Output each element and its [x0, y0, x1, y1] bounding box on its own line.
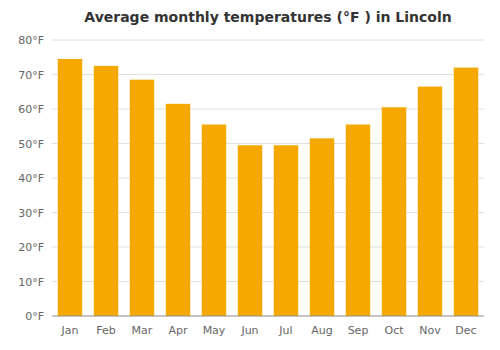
- bar: [454, 68, 478, 316]
- bar: [202, 125, 226, 316]
- bar: [310, 138, 334, 316]
- bar: [58, 59, 82, 316]
- y-tick-label: 50°F: [18, 138, 44, 151]
- x-tick-label: Jan: [61, 324, 79, 337]
- x-tick-label: Sep: [348, 324, 369, 337]
- x-tick-label: Mar: [132, 324, 153, 337]
- x-tick-label: Apr: [168, 324, 188, 337]
- bar: [166, 104, 190, 316]
- x-tick-label: Aug: [311, 324, 332, 337]
- y-tick-label: 70°F: [18, 69, 44, 82]
- x-tick-label: May: [203, 324, 226, 337]
- chart: Average monthly temperatures (°F ) in Li…: [0, 0, 500, 350]
- bar: [238, 145, 262, 316]
- bar: [130, 80, 154, 316]
- y-tick-label: 80°F: [18, 34, 44, 47]
- x-axis-line: [52, 316, 484, 317]
- y-tick-label: 20°F: [18, 241, 44, 254]
- bars: [58, 59, 478, 316]
- y-tick-label: 0°F: [25, 310, 44, 323]
- bar: [274, 145, 298, 316]
- bar: [94, 66, 118, 316]
- y-tick-label: 30°F: [18, 207, 44, 220]
- y-tick-label: 60°F: [18, 103, 44, 116]
- grid-line: [52, 40, 484, 41]
- x-tick-label: Oct: [384, 324, 404, 337]
- bar: [382, 107, 406, 316]
- bar: [346, 125, 370, 316]
- bar: [418, 87, 442, 316]
- title: Average monthly temperatures (°F ) in Li…: [84, 9, 451, 25]
- grid-line: [52, 316, 484, 317]
- grid: [52, 40, 484, 316]
- y-tick-label: 40°F: [18, 172, 44, 185]
- x-tick-label: Jul: [278, 324, 292, 337]
- x-tick-label: Feb: [96, 324, 115, 337]
- x-tick-label: Nov: [419, 324, 441, 337]
- y-tick-label: 10°F: [18, 276, 44, 289]
- chart-container: Average monthly temperatures (°F ) in Li…: [0, 0, 500, 350]
- x-tick-label: Dec: [455, 324, 476, 337]
- x-tick-label: Jun: [240, 324, 258, 337]
